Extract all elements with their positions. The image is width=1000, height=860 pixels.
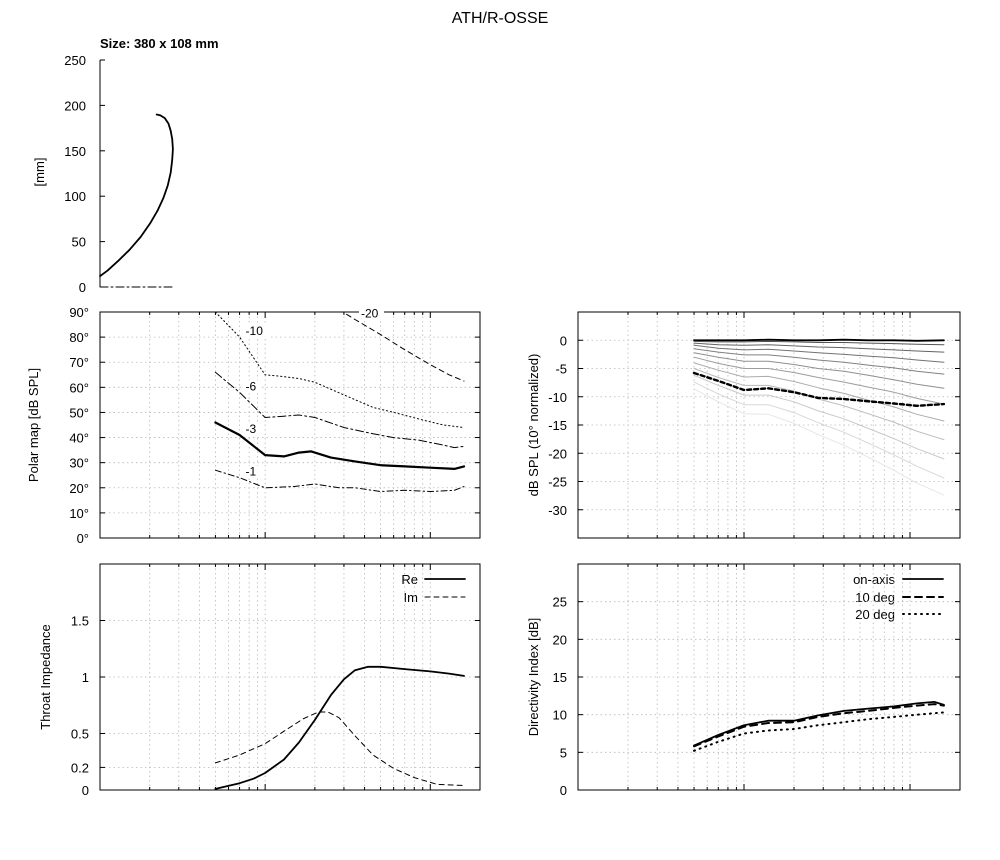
impedance-ytick-label: 0.5 <box>71 727 89 742</box>
spl-ytick-label: -30 <box>548 503 567 518</box>
profile-size-label: Size: 380 x 108 mm <box>100 36 219 51</box>
polar-contour-label-bg <box>243 380 262 394</box>
di-ytick-label: 20 <box>553 632 567 647</box>
spl-series-7 <box>693 362 945 422</box>
spl-series-1 <box>693 340 945 346</box>
profile-ylabel: [mm] <box>32 158 47 187</box>
spl-ytick-label: -5 <box>555 362 567 377</box>
impedance-ylabel: Throat Impedance <box>38 624 53 730</box>
legend-label-re: Re <box>401 572 418 587</box>
spl-series-5 <box>693 352 945 389</box>
polar-ytick-label: 60° <box>69 380 89 395</box>
polar-contour-label: -1 <box>246 465 257 479</box>
polar-contour-label-bg <box>243 423 262 437</box>
legend-label-im: Im <box>404 590 418 605</box>
polar-ytick-label: 30° <box>69 456 89 471</box>
di-ytick-label: 10 <box>553 708 567 723</box>
spl-series-11 <box>693 388 945 496</box>
spl-ytick-label: 0 <box>560 333 567 348</box>
di-ylabel: Directivity Index [dB] <box>526 618 541 737</box>
polar-contour-label: -10 <box>246 324 264 338</box>
spl-ytick-label: -15 <box>548 418 567 433</box>
polar-ytick-label: 80° <box>69 330 89 345</box>
polar-contour-label-bg <box>243 325 269 339</box>
polar-contour-m3 <box>214 421 466 470</box>
legend-label-10-deg: 10 deg <box>855 590 895 605</box>
profile-series-0 <box>99 113 174 277</box>
polar-ytick-label: 20° <box>69 481 89 496</box>
chart-title: ATH/R-OSSE <box>452 10 549 27</box>
polar-contour-m1 <box>214 469 465 492</box>
di-series-2 <box>693 711 945 752</box>
spl-series-9 <box>693 374 945 460</box>
profile-ytick-label: 0 <box>79 280 86 295</box>
polar-ytick-label: 10° <box>69 506 89 521</box>
spl-ytick-label: -10 <box>548 390 567 405</box>
polar-ytick-label: 50° <box>69 405 89 420</box>
legend-label-on-axis: on-axis <box>853 572 895 587</box>
di-ytick-label: 15 <box>553 670 567 685</box>
impedance-series-re <box>214 665 465 790</box>
polar-frame <box>99 311 481 539</box>
polar-ylabel: Polar map [dB SPL] <box>26 368 41 482</box>
spl-highlighted-series <box>692 371 946 407</box>
spl-series-0 <box>693 338 945 342</box>
profile-ytick-label: 250 <box>64 53 86 68</box>
profile-ytick-label: 200 <box>64 98 86 113</box>
di-ytick-label: 5 <box>560 745 567 760</box>
di-ytick-label: 25 <box>553 595 567 610</box>
polar-contour-label-bg <box>358 307 384 321</box>
polar-contour-label: -3 <box>246 422 257 436</box>
spl-series-10 <box>693 381 945 479</box>
spl-series-4 <box>693 348 945 375</box>
legend-label-20-deg: 20 deg <box>855 607 895 622</box>
profile-ytick-label: 100 <box>64 189 86 204</box>
spl-ytick-label: -25 <box>548 475 567 490</box>
profile-ytick-label: 150 <box>64 144 86 159</box>
polar-contour-m20 <box>342 312 465 382</box>
spl-series-6 <box>693 356 945 405</box>
spl-ytick-label: -20 <box>548 446 567 461</box>
impedance-ytick-label: 1.5 <box>71 614 89 629</box>
polar-ytick-label: 90° <box>69 305 89 320</box>
impedance-ytick-label: 0 <box>82 783 89 798</box>
di-series-0 <box>693 701 945 747</box>
polar-contour-m6 <box>214 371 465 449</box>
polar-ytick-label: 0° <box>77 531 89 546</box>
spl-series-3 <box>693 344 945 363</box>
profile-ytick-label: 50 <box>72 235 86 250</box>
polar-contour-label-bg <box>243 465 262 479</box>
di-ytick-label: 0 <box>560 783 567 798</box>
polar-ytick-label: 40° <box>69 431 89 446</box>
polar-contour-label: -20 <box>361 307 379 321</box>
impedance-series-im <box>214 711 465 786</box>
spl-ylabel: dB SPL (10° normalized) <box>526 354 541 497</box>
spl-series-2 <box>693 342 945 353</box>
polar-contour-m10 <box>214 312 465 428</box>
polar-ytick-label: 70° <box>69 355 89 370</box>
polar-contour-label: -6 <box>246 379 257 393</box>
di-series-1 <box>693 703 945 748</box>
impedance-ytick-label: 1 <box>82 670 89 685</box>
impedance-ytick-label: 0.2 <box>71 760 89 775</box>
